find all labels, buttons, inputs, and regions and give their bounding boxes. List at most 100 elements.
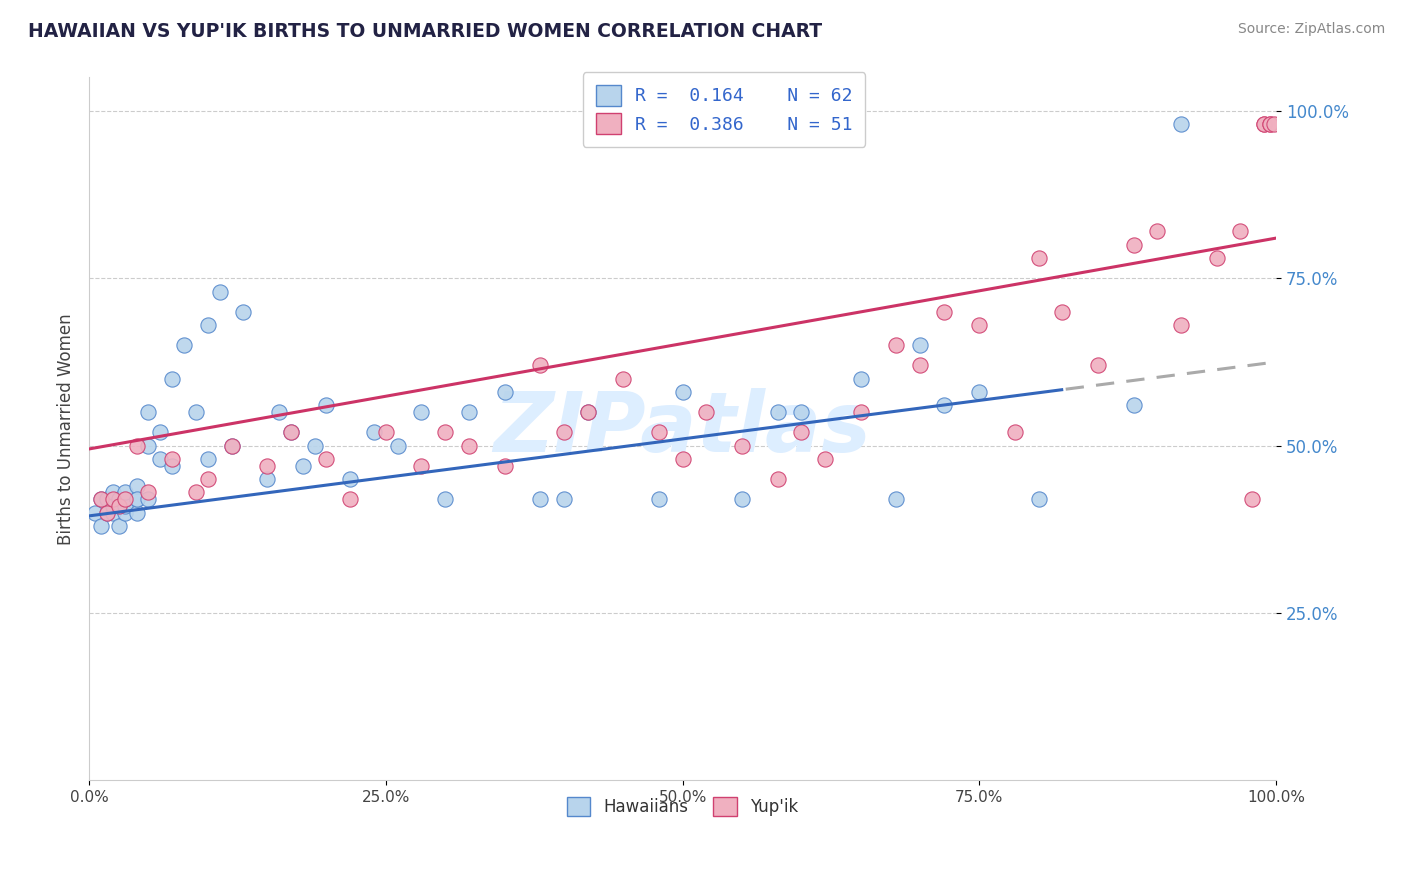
Point xyxy=(790,425,813,440)
Point xyxy=(1253,117,1275,131)
Point xyxy=(766,405,789,419)
Point xyxy=(107,519,129,533)
Point xyxy=(125,492,148,507)
Point xyxy=(125,492,148,507)
Point xyxy=(553,492,575,507)
Point xyxy=(434,425,457,440)
Point xyxy=(197,472,219,486)
Point xyxy=(267,405,290,419)
Point xyxy=(1052,304,1074,318)
Point xyxy=(1258,117,1281,131)
Point xyxy=(731,492,754,507)
Point xyxy=(125,479,148,493)
Point xyxy=(731,439,754,453)
Point xyxy=(1205,251,1227,265)
Point xyxy=(107,499,129,513)
Point xyxy=(107,492,129,507)
Point xyxy=(458,439,481,453)
Point xyxy=(1170,117,1192,131)
Point xyxy=(1028,251,1050,265)
Point xyxy=(160,452,183,467)
Point xyxy=(101,499,124,513)
Point xyxy=(1028,492,1050,507)
Point xyxy=(90,519,112,533)
Point xyxy=(1263,117,1285,131)
Point xyxy=(101,485,124,500)
Point xyxy=(197,452,219,467)
Point xyxy=(149,425,172,440)
Point xyxy=(695,405,717,419)
Point xyxy=(434,492,457,507)
Point xyxy=(1253,117,1275,131)
Point xyxy=(114,492,136,507)
Point xyxy=(766,472,789,486)
Point xyxy=(107,499,129,513)
Point xyxy=(138,439,160,453)
Point xyxy=(125,439,148,453)
Point xyxy=(304,439,326,453)
Point xyxy=(315,399,337,413)
Point xyxy=(1122,237,1144,252)
Point xyxy=(101,506,124,520)
Point xyxy=(101,492,124,507)
Point xyxy=(291,458,314,473)
Point xyxy=(553,425,575,440)
Point xyxy=(363,425,385,440)
Point xyxy=(232,304,254,318)
Point xyxy=(1004,425,1026,440)
Point xyxy=(1229,224,1251,238)
Point xyxy=(849,405,872,419)
Point xyxy=(969,318,991,332)
Point xyxy=(387,439,409,453)
Point xyxy=(1087,359,1109,373)
Point xyxy=(315,452,337,467)
Point xyxy=(648,492,671,507)
Point xyxy=(671,385,693,400)
Point xyxy=(1146,224,1168,238)
Point xyxy=(932,399,955,413)
Point xyxy=(576,405,599,419)
Point xyxy=(114,492,136,507)
Point xyxy=(790,405,813,419)
Point xyxy=(173,338,195,352)
Point xyxy=(138,492,160,507)
Point xyxy=(160,458,183,473)
Point xyxy=(411,458,433,473)
Point xyxy=(1258,117,1281,131)
Point xyxy=(908,338,931,352)
Point xyxy=(339,472,361,486)
Point xyxy=(90,492,112,507)
Point xyxy=(374,425,396,440)
Point xyxy=(125,506,148,520)
Point xyxy=(184,405,207,419)
Point xyxy=(1170,318,1192,332)
Point xyxy=(280,425,302,440)
Point xyxy=(149,452,172,467)
Point xyxy=(529,492,551,507)
Point xyxy=(197,318,219,332)
Point xyxy=(280,425,302,440)
Point xyxy=(256,472,278,486)
Point xyxy=(221,439,243,453)
Point xyxy=(114,485,136,500)
Point xyxy=(529,359,551,373)
Point xyxy=(138,405,160,419)
Y-axis label: Births to Unmarried Women: Births to Unmarried Women xyxy=(58,313,75,545)
Point xyxy=(814,452,837,467)
Point xyxy=(884,492,907,507)
Point xyxy=(1241,492,1264,507)
Point xyxy=(114,499,136,513)
Point xyxy=(221,439,243,453)
Point xyxy=(671,452,693,467)
Point xyxy=(576,405,599,419)
Point xyxy=(138,485,160,500)
Point xyxy=(96,506,118,520)
Point xyxy=(494,458,516,473)
Point xyxy=(849,372,872,386)
Point xyxy=(969,385,991,400)
Point xyxy=(114,506,136,520)
Point xyxy=(90,492,112,507)
Point xyxy=(208,285,231,299)
Point xyxy=(932,304,955,318)
Point xyxy=(411,405,433,419)
